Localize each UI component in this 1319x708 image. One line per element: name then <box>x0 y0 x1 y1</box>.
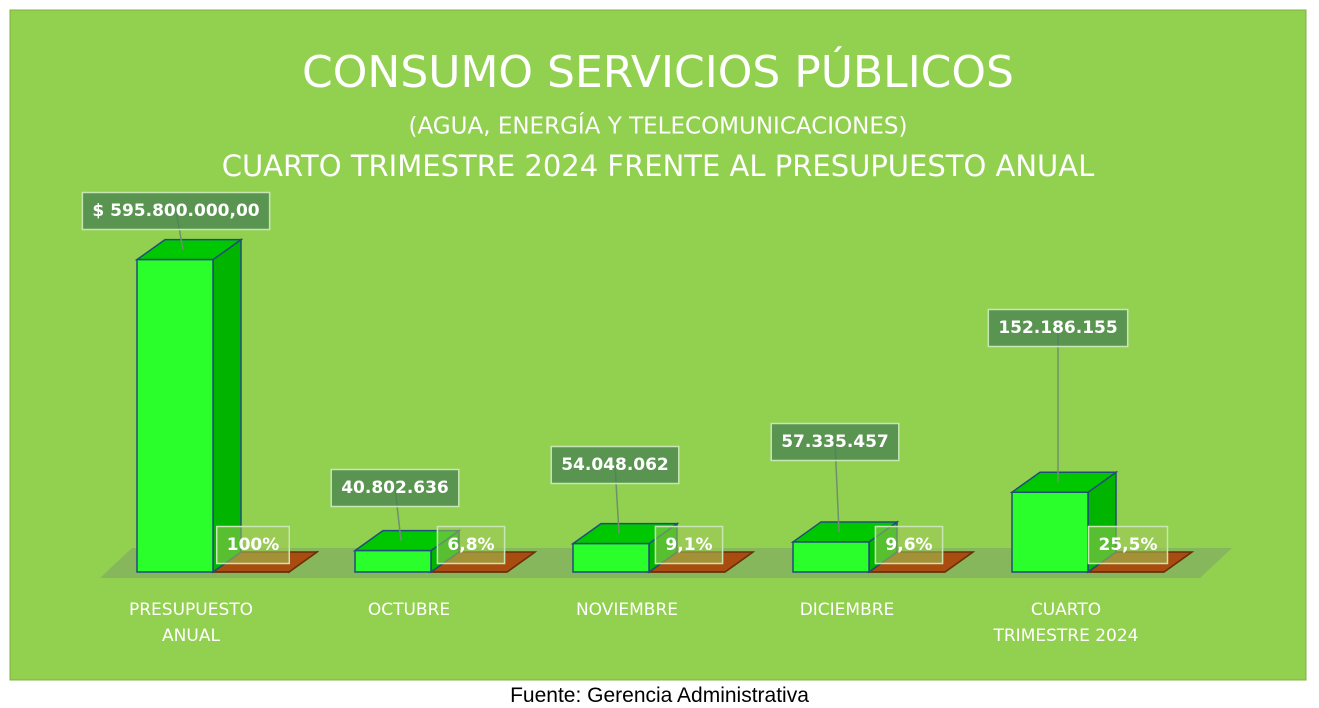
bar-face <box>354 549 432 573</box>
data-label-box <box>654 525 724 565</box>
bar-face <box>572 542 650 573</box>
x-tick-label: DICIEMBRE <box>799 600 895 620</box>
chart-title: CONSUMO SERVICIOS PÚBLICOS <box>302 45 1014 98</box>
data-label: 9,1% <box>665 535 712 555</box>
data-label-box <box>81 191 271 231</box>
data-label: 152.186.155 <box>998 318 1117 338</box>
data-label: 100% <box>227 535 280 555</box>
data-label-box <box>987 308 1129 348</box>
bar-face <box>212 238 242 574</box>
data-label: $ 595.800.000,00 <box>92 201 259 221</box>
data-label-box <box>1087 525 1169 565</box>
data-label: 6,8% <box>447 535 494 555</box>
data-label-box <box>550 445 680 485</box>
bar <box>134 238 244 574</box>
bar-face <box>136 258 214 573</box>
chart-subtitle: CUARTO TRIMESTRE 2024 FRENTE AL PRESUPUE… <box>222 149 1095 183</box>
data-label-box <box>770 422 900 462</box>
data-label-box <box>436 525 506 565</box>
data-label: 9,6% <box>885 535 932 555</box>
x-tick-label: PRESUPUESTO ANUAL <box>128 600 254 646</box>
data-label: 57.335.457 <box>781 432 889 452</box>
data-label-box <box>330 468 460 508</box>
bar-face <box>1011 491 1089 573</box>
bar-face <box>792 541 870 573</box>
data-label-box <box>215 525 291 565</box>
data-label: 54.048.062 <box>561 455 669 475</box>
data-label-box <box>874 525 944 565</box>
source-note: Fuente: Gerencia Administrativa <box>510 684 809 707</box>
x-tick-label: NOVIEMBRE <box>575 600 679 620</box>
x-tick-label: CUARTO TRIMESTRE 2024 <box>993 600 1139 646</box>
chart-subtitle: (AGUA, ENERGÍA Y TELECOMUNICACIONES) <box>409 112 908 140</box>
data-label: 40.802.636 <box>341 478 449 498</box>
x-tick-label: OCTUBRE <box>367 600 451 620</box>
data-label: 25,5% <box>1099 535 1158 555</box>
